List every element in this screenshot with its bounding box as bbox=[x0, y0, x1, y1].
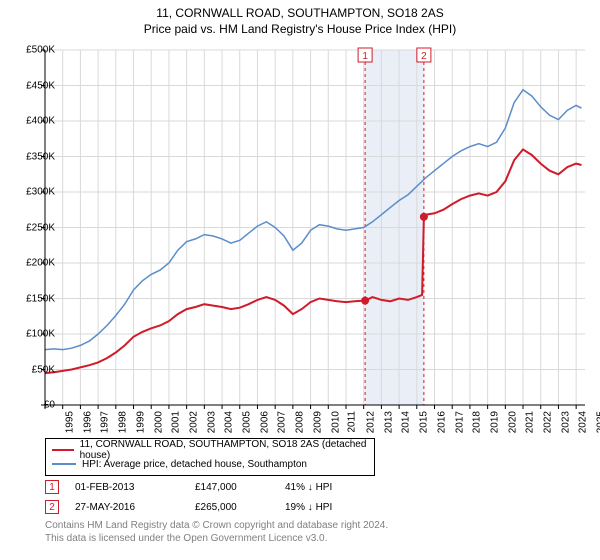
x-tick-label: 2023 bbox=[560, 411, 571, 433]
sale-row: 1 01-FEB-2013£147,00041% ↓ HPI bbox=[45, 478, 365, 496]
y-tick-label: £300K bbox=[26, 187, 55, 198]
legend-swatch bbox=[52, 449, 74, 451]
page-title-line1: 11, CORNWALL ROAD, SOUTHAMPTON, SO18 2AS bbox=[0, 6, 600, 20]
page-title-line2: Price paid vs. HM Land Registry's House … bbox=[0, 22, 600, 36]
sales-table: 1 01-FEB-2013£147,00041% ↓ HPI 2 27-MAY-201… bbox=[45, 478, 365, 518]
x-tick-label: 1995 bbox=[64, 411, 75, 433]
y-tick-label: £100K bbox=[26, 329, 55, 340]
x-tick-label: 1996 bbox=[82, 411, 93, 433]
x-tick-label: 2015 bbox=[418, 411, 429, 433]
x-tick-label: 2014 bbox=[401, 411, 412, 433]
x-tick-label: 2025 bbox=[595, 411, 600, 433]
x-tick-label: 1997 bbox=[100, 411, 111, 433]
y-tick-label: £50K bbox=[32, 364, 55, 375]
x-tick-label: 2005 bbox=[241, 411, 252, 433]
x-tick-label: 2019 bbox=[489, 411, 500, 433]
sale-price: £265,000 bbox=[195, 502, 285, 513]
x-tick-label: 1999 bbox=[135, 411, 146, 433]
x-tick-label: 2022 bbox=[542, 411, 553, 433]
x-tick-label: 2004 bbox=[224, 411, 235, 433]
sale-diff: 19% ↓ HPI bbox=[285, 502, 365, 513]
container: 11, CORNWALL ROAD, SOUTHAMPTON, SO18 2AS… bbox=[0, 0, 600, 560]
x-tick-label: 2000 bbox=[153, 411, 164, 433]
x-tick-label: 2003 bbox=[206, 411, 217, 433]
title-block: 11, CORNWALL ROAD, SOUTHAMPTON, SO18 2AS… bbox=[0, 0, 600, 36]
footer: Contains HM Land Registry data © Crown c… bbox=[45, 520, 388, 545]
sale-date: 27-MAY-2016 bbox=[75, 502, 195, 513]
x-tick-label: 2011 bbox=[347, 411, 358, 433]
legend-row: 11, CORNWALL ROAD, SOUTHAMPTON, SO18 2AS… bbox=[52, 443, 368, 457]
sale-row: 2 27-MAY-2016£265,00019% ↓ HPI bbox=[45, 498, 365, 516]
y-tick-label: £350K bbox=[26, 151, 55, 162]
y-tick-label: £250K bbox=[26, 222, 55, 233]
x-tick-label: 2013 bbox=[383, 411, 394, 433]
chart-area: 12 bbox=[45, 50, 585, 405]
legend-box: 11, CORNWALL ROAD, SOUTHAMPTON, SO18 2AS… bbox=[45, 438, 375, 476]
footer-line1: Contains HM Land Registry data © Crown c… bbox=[45, 520, 388, 533]
x-tick-label: 2008 bbox=[294, 411, 305, 433]
x-tick-label: 2018 bbox=[471, 411, 482, 433]
y-tick-label: £400K bbox=[26, 116, 55, 127]
x-tick-label: 2024 bbox=[578, 411, 589, 433]
x-tick-label: 2012 bbox=[365, 411, 376, 433]
x-tick-label: 2010 bbox=[330, 411, 341, 433]
y-tick-label: £450K bbox=[26, 80, 55, 91]
x-tick-label: 2001 bbox=[170, 411, 181, 433]
x-tick-label: 2007 bbox=[277, 411, 288, 433]
sale-marker-box: 1 bbox=[45, 480, 59, 494]
x-tick-label: 2009 bbox=[312, 411, 323, 433]
x-tick-label: 2006 bbox=[259, 411, 270, 433]
svg-text:2: 2 bbox=[421, 51, 427, 62]
y-tick-label: £150K bbox=[26, 293, 55, 304]
x-tick-label: 2017 bbox=[454, 411, 465, 433]
sale-marker-box: 2 bbox=[45, 500, 59, 514]
x-tick-label: 2020 bbox=[507, 411, 518, 433]
sale-diff: 41% ↓ HPI bbox=[285, 482, 365, 493]
legend-label: HPI: Average price, detached house, Sout… bbox=[82, 459, 307, 470]
x-tick-label: 2021 bbox=[525, 411, 536, 433]
legend-swatch bbox=[52, 463, 76, 465]
x-tick-label: 2002 bbox=[188, 411, 199, 433]
y-tick-label: £0 bbox=[44, 400, 55, 411]
footer-line2: This data is licensed under the Open Gov… bbox=[45, 533, 388, 546]
chart-svg: 12 bbox=[45, 50, 585, 405]
x-tick-label: 2016 bbox=[436, 411, 447, 433]
y-tick-label: £500K bbox=[26, 45, 55, 56]
y-tick-label: £200K bbox=[26, 258, 55, 269]
x-tick-label: 1998 bbox=[117, 411, 128, 433]
sale-price: £147,000 bbox=[195, 482, 285, 493]
svg-text:1: 1 bbox=[362, 51, 368, 62]
sale-date: 01-FEB-2013 bbox=[75, 482, 195, 493]
